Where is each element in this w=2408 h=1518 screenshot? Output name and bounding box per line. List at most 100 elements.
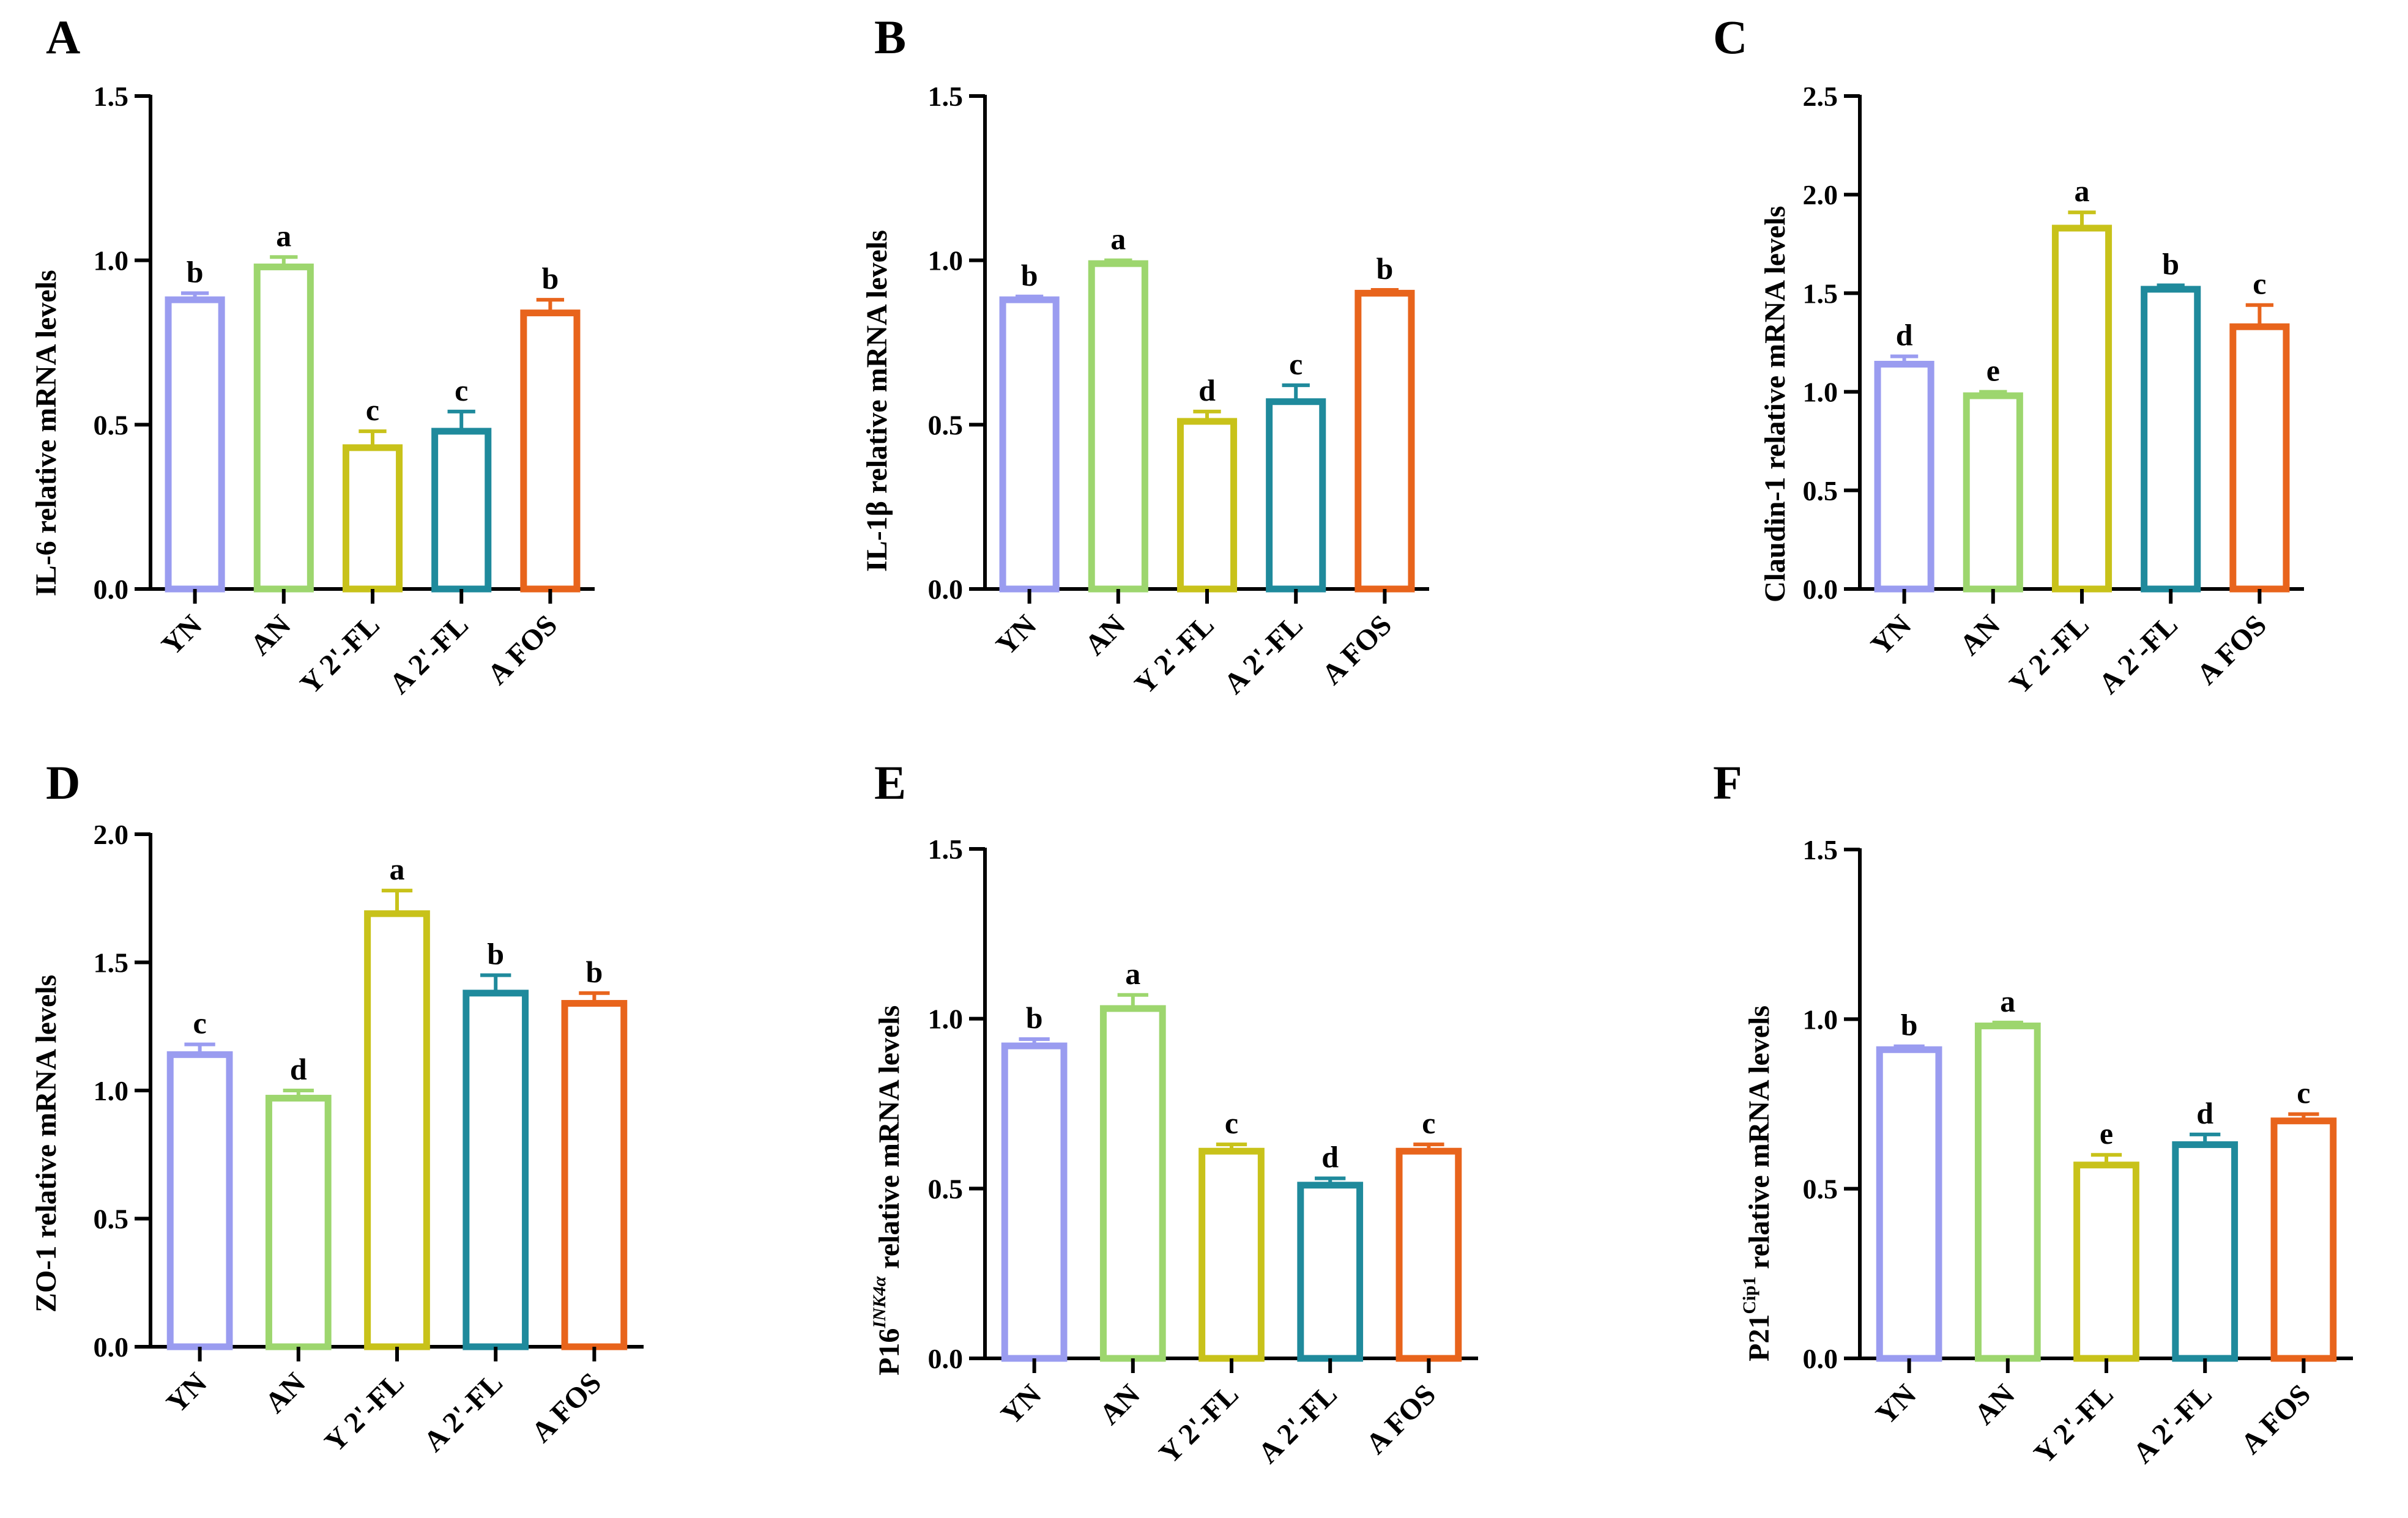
- bar: [1297, 1182, 1364, 1362]
- y-tick-label: 0.5: [928, 409, 964, 440]
- bar-chart: 0.0 0.5 1.0 1.5 b YN a AN c Y 2'-FL d A 2'-FL c A FOS: [928, 834, 1478, 1470]
- significance-label: b: [2162, 247, 2179, 281]
- bar: [265, 1095, 332, 1350]
- significance-label: a: [390, 852, 405, 886]
- significance-label: b: [585, 955, 603, 989]
- x-tick-label: A FOS: [2191, 609, 2273, 691]
- significance-label: a: [1110, 222, 1126, 256]
- bar-chart: 0.0 0.5 1.0 1.5 b YN a AN e Y 2'-FL d A 2'-FL c A FOS: [1803, 834, 2353, 1470]
- significance-label: d: [2196, 1096, 2213, 1130]
- y-tick-label: 0.5: [94, 1204, 129, 1235]
- significance-label: c: [366, 393, 379, 427]
- bar: [2141, 286, 2201, 593]
- x-tick-label: Y 2'-FL: [1128, 609, 1220, 700]
- bar: [520, 309, 581, 593]
- y-tick-label: 0.0: [94, 1331, 129, 1363]
- panel-letter: E: [874, 756, 907, 809]
- panel-letter: D: [46, 756, 81, 809]
- panel-d: D ZO-1 relative mRNA levels 0.0 0.5 1.0 1.5…: [0, 759, 803, 1518]
- significance-label: b: [1021, 258, 1038, 292]
- significance-label: b: [187, 254, 204, 289]
- bar-chart: 0.0 0.5 1.0 1.5 2.0 c YN d AN a Y 2'-FL b A 2'-FL b A …: [94, 819, 644, 1459]
- bar: [1963, 392, 2023, 593]
- bar: [364, 910, 430, 1350]
- bar: [166, 1051, 233, 1350]
- bar: [1266, 398, 1326, 593]
- significance-label: d: [1198, 373, 1216, 407]
- significance-label: c: [193, 1006, 206, 1040]
- x-tick-label: AN: [244, 609, 297, 662]
- bar: [1099, 1005, 1166, 1362]
- panel-letter: B: [874, 10, 907, 64]
- significance-label: c: [455, 373, 468, 407]
- panel-c: C Claudin-1 relative mRNA levels 0.0 0.5 1…: [1605, 0, 2408, 759]
- y-tick-label: 1.5: [1803, 278, 1838, 309]
- bar: [999, 296, 1060, 593]
- significance-label: d: [1896, 318, 1913, 352]
- x-tick-label: A 2'-FL: [2127, 1378, 2218, 1470]
- bar: [1001, 1042, 1068, 1362]
- significance-label: c: [2297, 1076, 2310, 1110]
- y-tick-label: 1.0: [1803, 1004, 1838, 1035]
- significance-label: a: [276, 218, 291, 253]
- significance-label: d: [1321, 1140, 1339, 1174]
- significance-label: d: [290, 1052, 307, 1086]
- bar: [1974, 1022, 2041, 1362]
- y-tick-label: 0.5: [94, 409, 129, 440]
- x-tick-label: YN: [990, 609, 1043, 662]
- x-tick-label: Y 2'-FL: [318, 1366, 410, 1458]
- panel-letter: A: [46, 10, 81, 64]
- bar: [1395, 1147, 1462, 1362]
- bar: [463, 990, 529, 1350]
- x-tick-label: YN: [995, 1378, 1048, 1431]
- y-tick-label: 1.0: [94, 245, 129, 276]
- significance-label: e: [1986, 354, 2000, 388]
- bar: [165, 296, 225, 593]
- y-tick-label: 0.0: [94, 574, 129, 605]
- bar: [2270, 1117, 2337, 1362]
- y-tick-label: 1.0: [928, 245, 964, 276]
- panel-f: F P21Cip1 relative mRNA levels 0.0 0.5 1.0…: [1605, 759, 2408, 1518]
- bar: [1354, 289, 1415, 593]
- x-tick-label: AN: [259, 1366, 312, 1420]
- panel-letter: C: [1713, 10, 1748, 64]
- x-tick-label: A FOS: [481, 609, 564, 691]
- bar: [253, 263, 314, 593]
- panel-b: B IL-1β relative mRNA levels 0.0 0.5 1.0 1.…: [803, 0, 1605, 759]
- significance-label: b: [1901, 1008, 1918, 1042]
- significance-label: b: [1376, 251, 1393, 286]
- x-tick-label: A 2'-FL: [1217, 609, 1309, 700]
- x-tick-label: YN: [160, 1366, 214, 1420]
- y-tick-label: 1.5: [928, 81, 964, 112]
- y-tick-label: 2.0: [1803, 179, 1838, 210]
- x-tick-label: Y 2'-FL: [1153, 1378, 1244, 1470]
- bar: [1198, 1147, 1265, 1362]
- significance-label: e: [2100, 1116, 2113, 1150]
- y-tick-label: 0.5: [928, 1173, 964, 1204]
- bar: [2051, 224, 2113, 593]
- bar: [1088, 260, 1148, 593]
- significance-label: b: [541, 261, 559, 295]
- y-tick-label: 1.5: [928, 834, 964, 865]
- x-tick-label: A FOS: [526, 1366, 608, 1449]
- y-tick-label: 1.0: [1803, 377, 1838, 408]
- significance-label: b: [1026, 1001, 1043, 1035]
- x-tick-label: AN: [1079, 609, 1132, 662]
- panel-letter: F: [1713, 756, 1742, 809]
- x-tick-label: A 2'-FL: [383, 609, 475, 700]
- significance-label: a: [2000, 984, 2015, 1018]
- bar: [2172, 1141, 2239, 1362]
- x-tick-label: Y 2'-FL: [2027, 1378, 2119, 1470]
- significance-label: a: [1125, 957, 1140, 991]
- y-tick-label: 0.0: [1803, 1343, 1838, 1374]
- y-tick-label: 0.5: [1803, 1174, 1838, 1205]
- x-tick-label: A 2'-FL: [1252, 1378, 1343, 1470]
- y-tick-label: 0.0: [928, 1343, 964, 1374]
- y-tick-label: 2.5: [1803, 81, 1838, 112]
- y-tick-label: 1.5: [94, 81, 129, 112]
- y-tick-label: 1.5: [1803, 834, 1838, 865]
- y-tick-label: 2.0: [94, 819, 129, 850]
- x-tick-label: A 2'-FL: [2092, 609, 2184, 700]
- bar: [561, 1000, 628, 1350]
